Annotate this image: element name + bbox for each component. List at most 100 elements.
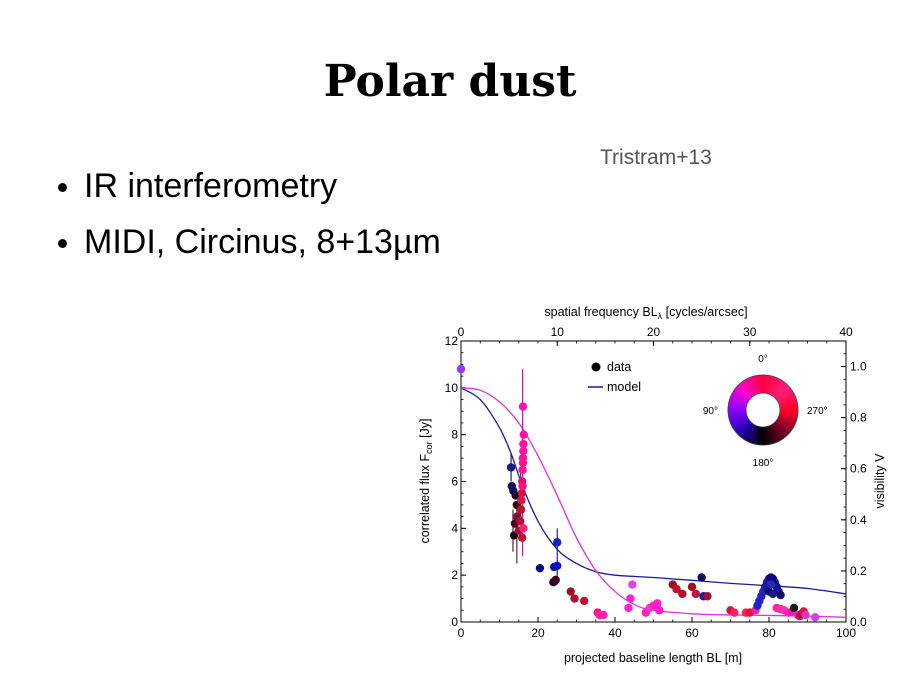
data-point	[687, 582, 697, 592]
data-point	[624, 603, 633, 613]
x-tick-label: 20	[531, 626, 545, 640]
color-wheel-label-top: 0°	[758, 354, 768, 365]
color-wheel-label-bottom: 180°	[753, 458, 774, 469]
data-point	[653, 599, 662, 608]
x2-tick-label: 20	[647, 325, 661, 339]
data-point	[506, 463, 516, 472]
y-axis-label-sub: cor	[424, 441, 434, 454]
x2-axis-label-unit: [cycles/arcsec]	[662, 305, 747, 319]
bullet-list: IR interferometry MIDI, Circinus, 8+13µm	[58, 158, 441, 270]
y-tick-label: 2	[451, 568, 458, 582]
legend: data model	[588, 360, 641, 394]
y-tick-label: 8	[451, 428, 458, 442]
y2-tick-label: 0.8	[850, 411, 867, 425]
data-point	[776, 590, 785, 600]
bullet-text: IR interferometry	[84, 167, 338, 205]
y2-tick-label: 0.2	[850, 564, 867, 578]
data-point	[456, 364, 466, 374]
x-tick-label: 60	[685, 626, 699, 640]
x-tick-label: 100	[836, 626, 856, 640]
data-point	[570, 594, 579, 603]
x2-tick-label: 0	[458, 325, 465, 339]
data-point	[518, 465, 527, 474]
legend-data-marker	[591, 362, 601, 372]
slide-title: Polar dust	[323, 56, 577, 107]
y2-tick-label: 0.0	[850, 615, 867, 629]
data-point	[655, 606, 664, 615]
data-point	[519, 446, 528, 456]
data-point	[553, 538, 562, 547]
data-point	[519, 439, 528, 449]
model-curve-1	[461, 387, 846, 595]
data-point	[691, 589, 701, 599]
y-tick-label: 12	[445, 334, 459, 348]
bullet-text: MIDI, Circinus, 8+13µm	[84, 223, 441, 261]
x2-tick-label: 10	[551, 325, 565, 339]
data-point	[518, 481, 527, 491]
x2-tick-label: 30	[743, 325, 757, 339]
x2-axis-label-main: spatial frequency BL	[544, 305, 657, 319]
x2-axis-label: spatial frequency BLλ [cycles/arcsec]	[544, 305, 747, 321]
x2-tick-label: 40	[839, 325, 853, 339]
data-point	[517, 489, 527, 498]
x-tick-label: 0	[458, 626, 465, 640]
data-point	[535, 563, 545, 573]
citation: Tristram+13	[600, 146, 712, 169]
data-point	[519, 524, 528, 533]
data-point	[519, 430, 528, 439]
legend-data-label: data	[607, 360, 631, 374]
bullet-dot-icon	[58, 182, 67, 192]
y-axis-label-unit: [Jy]	[418, 418, 432, 441]
y-axis-label-main: correlated flux F	[418, 454, 432, 544]
legend-model-label: model	[607, 380, 641, 394]
data-point	[789, 603, 799, 613]
data-point	[553, 561, 562, 570]
data-point	[516, 517, 525, 526]
bullet-dot-icon	[58, 238, 67, 248]
data-point	[703, 592, 712, 601]
x-tick-label: 40	[608, 626, 622, 640]
data-point	[580, 596, 589, 606]
error-bars	[510, 369, 558, 585]
data-point	[697, 573, 706, 582]
data-points	[456, 364, 820, 622]
y-tick-label: 0	[451, 615, 458, 629]
data-point	[518, 533, 527, 542]
y2-tick-label: 0.6	[850, 462, 867, 476]
y2-axis-label: visibility V	[873, 453, 887, 509]
color-wheel-label-right: 270°	[807, 406, 828, 417]
data-point	[730, 608, 739, 617]
y2-tick-label: 0.4	[850, 513, 867, 527]
axes-group: 0 20 40 60 80 100 0 10 20 30 40 0 2 4 6 8 10 12 0.0 0.2 0.4 0…	[445, 325, 867, 640]
data-point	[801, 610, 810, 620]
y-tick-label: 6	[451, 475, 458, 489]
data-point	[626, 594, 635, 603]
color-wheel-label-left: 90°	[703, 406, 718, 417]
data-point	[768, 589, 778, 599]
data-point	[518, 458, 528, 467]
y-tick-label: 4	[451, 521, 458, 535]
y-axis-label: correlated flux Fcor [Jy]	[418, 418, 434, 543]
data-point	[678, 589, 687, 599]
data-point	[518, 402, 528, 411]
x-axis-label: projected baseline length BL [m]	[564, 651, 742, 665]
data-point	[628, 580, 637, 589]
data-point	[599, 610, 608, 620]
x-tick-label: 80	[762, 626, 776, 640]
data-point	[516, 505, 526, 514]
data-point	[766, 580, 776, 589]
color-wheel-inner-edge	[745, 392, 781, 428]
bullet-item: IR interferometry	[58, 158, 441, 214]
bullet-item: MIDI, Circinus, 8+13µm	[58, 214, 441, 270]
data-point	[672, 585, 681, 594]
color-wheel-outer-edge	[727, 374, 799, 446]
data-point	[811, 613, 820, 622]
data-point	[566, 587, 575, 596]
x2-axis-label-sub: λ	[658, 311, 663, 321]
color-wheel: 0° 90° 270° 180°	[703, 354, 828, 469]
y2-tick-label: 1.0	[850, 360, 867, 374]
data-point	[517, 496, 526, 505]
y-tick-label: 10	[445, 381, 459, 395]
data-point	[551, 575, 560, 585]
